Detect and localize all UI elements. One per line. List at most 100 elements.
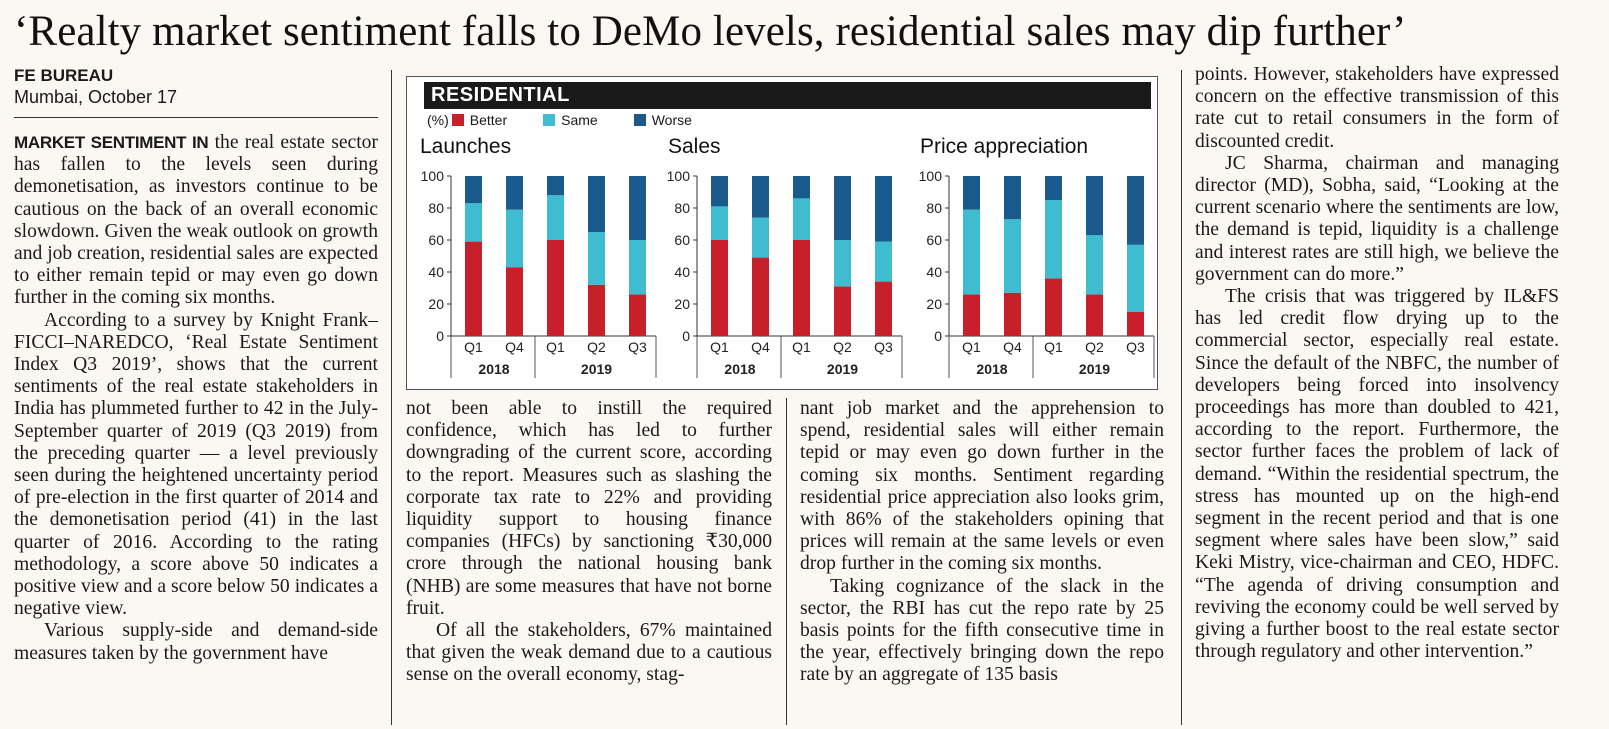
byline: FE BUREAU Mumbai, October 17 (14, 66, 177, 108)
legend-swatch-worse (633, 114, 646, 126)
bar-segment-better (1004, 292, 1021, 336)
legend-label: Better (469, 112, 508, 128)
group-label: 2018 (724, 361, 755, 377)
column-rule (786, 398, 787, 725)
chart-title-sales: Sales (668, 135, 721, 158)
bar-segment-worse (588, 176, 605, 232)
bar-segment-same (1127, 244, 1144, 312)
chart-title-launches: Launches (420, 135, 512, 158)
article-column-1: MARKET SENTIMENT IN the real estate sect… (14, 132, 378, 665)
bar-segment-same (752, 217, 769, 258)
x-tick-label: Q3 (628, 339, 647, 355)
y-tick-label: 0 (934, 328, 942, 344)
bar-segment-better (793, 240, 810, 336)
bar-segment-worse (963, 176, 980, 210)
y-tick-label: 80 (926, 200, 942, 216)
x-tick-label: Q4 (505, 339, 524, 355)
bar-segment-better (465, 241, 482, 336)
y-tick-label: 40 (674, 264, 690, 280)
x-tick-label: Q1 (962, 339, 981, 355)
bar-segment-worse (752, 176, 769, 218)
y-tick-label: 20 (926, 296, 942, 312)
bar-segment-better (1127, 312, 1144, 336)
chart-legend: (%) Better Same Worse (427, 111, 720, 129)
paragraph: The crisis that was triggered by IL&FS h… (1195, 286, 1559, 663)
paragraph: not been able to instill the required co… (406, 398, 772, 619)
bar-segment-better (547, 240, 564, 336)
paragraph: According to a survey by Knight Frank–FI… (14, 309, 378, 620)
bar-segment-worse (547, 176, 564, 196)
y-tick-label: 0 (682, 328, 690, 344)
bar-segment-same (711, 206, 728, 240)
bar-segment-same (963, 209, 980, 295)
bar-segment-same (1004, 219, 1021, 293)
bar-segment-better (1086, 294, 1103, 336)
legend-item-same: Same (535, 111, 598, 129)
bar-segment-better (506, 267, 523, 336)
bar-segment-better (875, 281, 892, 336)
x-tick-label: Q2 (587, 339, 606, 355)
bar-segment-same (834, 240, 851, 287)
y-tick-label: 40 (926, 264, 942, 280)
x-tick-label: Q1 (792, 339, 811, 355)
lead-in: MARKET SENTIMENT IN (14, 133, 209, 152)
bar-segment-better (834, 286, 851, 336)
group-label: 2018 (976, 361, 1007, 377)
bar-segment-better (963, 294, 980, 336)
column-rule (1181, 70, 1182, 725)
bar-segment-same (1086, 235, 1103, 295)
bar-segment-same (793, 198, 810, 240)
bar-segment-same (1045, 200, 1062, 279)
x-tick-label: Q2 (833, 339, 852, 355)
article-column-4: points. However, stakeholders have expre… (1195, 64, 1559, 663)
bar-segment-same (588, 232, 605, 285)
article-column-3: nant job market and the apprehension to … (800, 398, 1164, 687)
paragraph: points. However, stakeholders have expre… (1195, 64, 1559, 152)
bar-segment-worse (875, 176, 892, 242)
bar-segment-same (547, 195, 564, 240)
paragraph: Of all the stakeholders, 67% maintained … (406, 620, 772, 686)
chart-header: RESIDENTIAL (424, 82, 1151, 109)
column-rule (391, 70, 392, 725)
bar-segment-better (752, 257, 769, 336)
bar-segment-worse (1004, 176, 1021, 220)
paragraph: nant job market and the apprehension to … (800, 398, 1164, 575)
x-tick-label: Q1 (464, 339, 483, 355)
y-tick-label: 20 (674, 296, 690, 312)
bar-segment-better (629, 294, 646, 336)
group-label: 2018 (478, 361, 509, 377)
y-tick-label: 40 (428, 264, 444, 280)
group-label: 2019 (1079, 361, 1110, 377)
chart-title-price-appreciation: Price appreciation (920, 135, 1089, 158)
y-tick-label: 100 (421, 168, 445, 184)
bar-segment-worse (793, 176, 810, 199)
bar-segment-better (588, 284, 605, 336)
y-tick-label: 80 (674, 200, 690, 216)
legend-swatch-same (543, 114, 556, 126)
stacked-bar-charts: 0 20 40 60 80 100 Q1 Q4 Q1 Q2 Q3 2018 2019 0 20 40 60 80 1… (421, 168, 1155, 378)
x-tick-label: Q1 (710, 339, 729, 355)
paragraph: Taking cognizance of the slack in the se… (800, 575, 1164, 686)
bar-segment-worse (1045, 176, 1062, 200)
paragraph: JC Sharma, chairman and managing directo… (1195, 152, 1559, 285)
legend-item-worse: Worse (626, 111, 692, 129)
y-tick-label: 100 (919, 168, 943, 184)
paragraph: Various supply-side and demand-side meas… (14, 620, 378, 664)
bar-segment-same (629, 240, 646, 295)
y-tick-label: 60 (926, 232, 942, 248)
bar-segment-worse (465, 176, 482, 204)
paragraph: MARKET SENTIMENT IN the real estate sect… (14, 132, 378, 310)
byline-agency: FE BUREAU (14, 66, 114, 85)
y-tick-label: 100 (667, 168, 691, 184)
headline: ‘Realty market sentiment falls to DeMo l… (14, 8, 1407, 55)
y-tick-label: 80 (428, 200, 444, 216)
bar-segment-same (875, 241, 892, 282)
y-tick-label: 60 (674, 232, 690, 248)
paragraph-text: the real estate sector has fallen to the… (14, 132, 379, 309)
legend-unit: (%) (427, 112, 449, 128)
byline-place-date: Mumbai, October 17 (14, 87, 178, 107)
y-tick-label: 20 (428, 296, 444, 312)
legend-label: Worse (651, 112, 692, 128)
legend-item-better: Better (451, 111, 508, 129)
bar-segment-worse (834, 176, 851, 240)
